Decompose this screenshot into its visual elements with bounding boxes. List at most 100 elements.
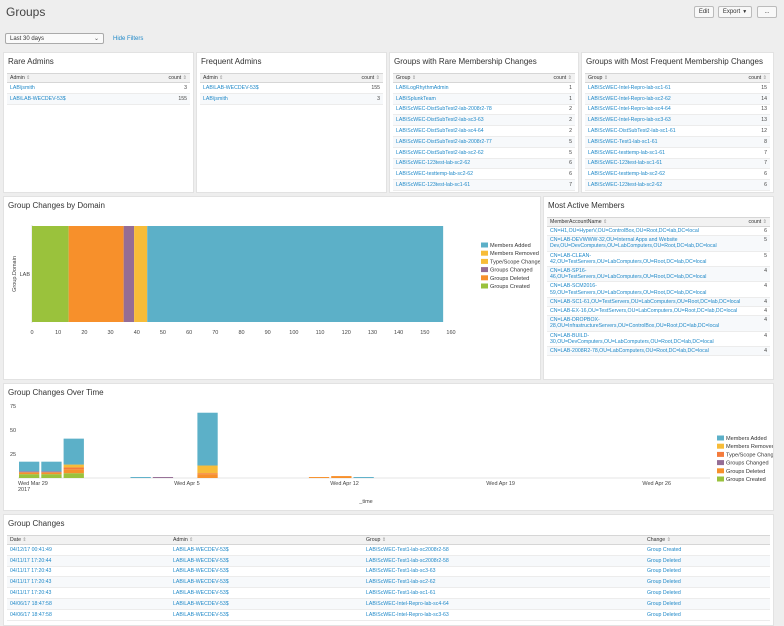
column-header-admin[interactable]: Admin ⇕ — [170, 535, 363, 545]
cell-group[interactable]: LAB\ScWEC-testtemp-lab-sc2-62 — [393, 168, 539, 181]
table-row[interactable]: LAB\ScWEC-DistSubTest2-lab-sc3-63 2 — [393, 114, 575, 127]
cell-change[interactable]: Group Deleted — [644, 598, 770, 610]
cell-group[interactable]: LAB\ScWEC-Intel-Repro-lab-sc3-63 — [363, 609, 644, 621]
cell-admin[interactable]: LAB\LAB-WECDEV-53$ — [170, 609, 363, 621]
cell-member[interactable]: CN=LAB-SP16-46,OU=TestServers,OU=LabComp… — [547, 266, 744, 283]
column-header-count[interactable]: count ⇕ — [333, 73, 383, 83]
cell-group[interactable]: LAB\ScWEC-123test-lab-sc2-62 — [585, 179, 734, 191]
table-row[interactable]: 04/11/17 17:20:44 LAB\LAB-WECDEV-53$ LAB\S… — [7, 555, 770, 567]
cell-group[interactable]: LAB\ScWEC-Intel-Repro-lab-sc3-63 — [585, 114, 734, 127]
cell-change[interactable]: Group Deleted — [644, 609, 770, 621]
column-header-group[interactable]: Group ⇕ — [585, 73, 734, 83]
table-row[interactable]: 04/11/17 17:20:43 LAB\LAB-WECDEV-53$ LAB\S… — [7, 576, 770, 589]
cell-group[interactable]: LAB\ScWEC-123test-lab-sc1-61 — [585, 158, 734, 170]
column-header-group[interactable]: Group ⇕ — [363, 535, 644, 545]
cell-date[interactable]: 04/11/17 17:20:44 — [7, 555, 170, 567]
table-row[interactable]: LAB\ScWEC-Test1-lab-sc1-61 8 — [585, 136, 770, 148]
table-row[interactable]: LAB\ScWEC-testtemp-lab-sc2-62 6 — [585, 168, 770, 181]
column-header-count[interactable]: count ⇕ — [744, 217, 770, 227]
cell-member[interactable]: CN=LAB-2008R2-78,OU=LabComputers,OU=Root… — [547, 346, 744, 357]
table-row[interactable]: LAB\ScWEC-DistSubTest2-lab-sc2-62 5 — [393, 147, 575, 159]
table-row[interactable]: 04/11/17 17:20:43 LAB\LAB-WECDEV-53$ LAB\S… — [7, 587, 770, 599]
cell-group[interactable]: LAB\ScWEC-Test1-lab-sc1-61 — [363, 587, 644, 599]
column-header-group[interactable]: Group ⇕ — [393, 73, 539, 83]
cell-group[interactable]: LAB\ScWEC-Test1-lab-sc2008r2-58 — [363, 544, 644, 556]
table-row[interactable]: CN=LAB-2008R2-78,OU=LabComputers,OU=Root… — [547, 346, 770, 357]
cell-member[interactable]: CN=LAB-DROPBOX-28,OU=InfrastructureServe… — [547, 315, 744, 332]
cell-group[interactable]: LAB\ScWEC-testtemp-lab-sc2-62 — [585, 168, 734, 181]
cell-change[interactable]: Group Deleted — [644, 555, 770, 567]
table-row[interactable]: LAB\LAB-WECDEV-53$ 155 — [7, 93, 190, 105]
table-row[interactable]: LAB\ScWEC-123test-lab-sc2-62 6 — [393, 158, 575, 170]
cell-member[interactable]: CN=LAB-SC1-61,OU=TestServers,OU=LabCompu… — [547, 297, 744, 308]
cell-member[interactable]: CN=LAB-EX-16,OU=TestServers,OU=LabComput… — [547, 306, 744, 317]
table-row[interactable]: LAB\ScWEC-123test-lab-sc2-62 6 — [585, 179, 770, 191]
column-header-admin[interactable]: Admin ⇕ — [7, 73, 140, 83]
cell-change[interactable]: Group Deleted — [644, 576, 770, 589]
table-row[interactable]: CN=LAB-BUILD-30,OU=DevComputers,OU=LabCo… — [547, 331, 770, 348]
table-row[interactable]: CN=LAB-EX-16,OU=TestServers,OU=LabComput… — [547, 306, 770, 317]
hide-filters-link[interactable]: Hide Filters — [113, 36, 144, 42]
cell-member[interactable]: CN=LAB-DEVWWW-32,OU=Internal Apps and We… — [547, 235, 744, 252]
cell-group[interactable]: LAB\ScWEC-DistSubTest2-lab-2008r2-77 — [393, 136, 539, 148]
cell-member[interactable]: CN=LAB-CLEAN-42,OU=TestServers,OU=LabCom… — [547, 251, 744, 268]
table-row[interactable]: LAB\ScWEC-Intel-Repro-lab-sc3-63 13 — [585, 114, 770, 127]
table-row[interactable]: LAB\LogRhythmAdmin 1 — [393, 82, 575, 94]
cell-admin[interactable]: LAB\LAB-WECDEV-53$ — [200, 82, 333, 94]
cell-change[interactable]: Group Deleted — [644, 587, 770, 599]
column-header-member[interactable]: MemberAccountName ⇕ — [547, 217, 744, 227]
cell-member[interactable]: CN=LAB-BUILD-30,OU=DevComputers,OU=LabCo… — [547, 331, 744, 348]
cell-group[interactable]: LAB\ScWEC-Intel-Repro-lab-sc4-64 — [585, 104, 734, 116]
cell-group[interactable]: LAB\ScWEC-DistSubTest2-lab-sc3-63 — [393, 114, 539, 127]
cell-date[interactable]: 04/11/17 17:20:43 — [7, 566, 170, 578]
table-row[interactable]: LAB\ScWEC-Intel-Repro-lab-sc1-61 15 — [585, 82, 770, 94]
export-button[interactable]: Export ▼ — [718, 6, 752, 18]
edit-button[interactable]: Edit — [694, 6, 714, 18]
table-row[interactable]: CN=H1,OU=HyperV,OU=ControlBox,OU=Root,DC… — [547, 226, 770, 237]
cell-group[interactable]: LAB\ScWEC-Test1-lab-sc1-61 — [585, 136, 734, 148]
table-row[interactable]: LAB\ScWEC-DistSubTest2-lab-2008r2-78 2 — [393, 104, 575, 116]
cell-group[interactable]: LAB\ScWEC-DistSubTest2-lab-2008r2-78 — [393, 104, 539, 116]
table-row[interactable]: CN=LAB-SC1-61,OU=TestServers,OU=LabCompu… — [547, 297, 770, 308]
column-header-count[interactable]: count ⇕ — [140, 73, 190, 83]
time-range-picker[interactable]: Last 30 days ⌄ — [5, 33, 104, 44]
cell-group[interactable]: LAB\ScWEC-123test-lab-sc1-61 — [393, 179, 539, 191]
table-row[interactable]: 04/06/17 18:47:58 LAB\LAB-WECDEV-53$ LAB\S… — [7, 609, 770, 621]
cell-group[interactable]: LAB\ScWEC-Test1-lab-sc2-62 — [363, 576, 644, 589]
table-row[interactable]: 04/12/17 00:41:49 LAB\LAB-WECDEV-53$ LAB\S… — [7, 544, 770, 556]
table-row[interactable]: CN=LAB-CLEAN-42,OU=TestServers,OU=LabCom… — [547, 251, 770, 268]
cell-date[interactable]: 04/12/17 00:41:49 — [7, 544, 170, 556]
table-row[interactable]: LAB\ScWEC-testtemp-lab-sc2-62 6 — [393, 168, 575, 181]
cell-group[interactable]: LAB\ScWEC-DistSubTest2-lab-sc1-61 — [585, 125, 734, 137]
cell-group[interactable]: LAB\ScWEC-Test1-lab-sc3-63 — [363, 566, 644, 578]
table-row[interactable]: CN=LAB-SP16-46,OU=TestServers,OU=LabComp… — [547, 266, 770, 283]
cell-change[interactable]: Group Deleted — [644, 566, 770, 578]
cell-group[interactable]: LAB\LogRhythmAdmin — [393, 82, 539, 94]
cell-group[interactable]: LAB\ScWEC-testtemp-lab-sc1-61 — [585, 147, 734, 159]
cell-group[interactable]: LAB\SplunkTeam — [393, 93, 539, 105]
table-row[interactable]: LAB\ScWEC-DistSubTest2-lab-sc1-61 12 — [585, 125, 770, 137]
cell-admin[interactable]: LAB\LAB-WECDEV-53$ — [170, 555, 363, 567]
table-row[interactable]: LAB\LAB-WECDEV-53$ 155 — [200, 82, 383, 94]
cell-admin[interactable]: LAB\LAB-WECDEV-53$ — [7, 93, 140, 105]
cell-member[interactable]: CN=H1,OU=HyperV,OU=ControlBox,OU=Root,DC… — [547, 226, 744, 237]
table-row[interactable]: LAB\ScWEC-testtemp-lab-sc1-61 7 — [585, 147, 770, 159]
table-row[interactable]: 04/11/17 17:20:43 LAB\LAB-WECDEV-53$ LAB\S… — [7, 566, 770, 578]
cell-admin[interactable]: LAB\LAB-WECDEV-53$ — [170, 566, 363, 578]
table-row[interactable]: LAB\ScWEC-Intel-Repro-lab-sc4-64 13 — [585, 104, 770, 116]
cell-group[interactable]: LAB\ScWEC-DistSubTest2-lab-sc2-62 — [393, 147, 539, 159]
cell-admin[interactable]: LAB\jsmith — [7, 82, 140, 94]
cell-group[interactable]: LAB\ScWEC-Intel-Repro-lab-sc1-61 — [585, 82, 734, 94]
table-row[interactable]: LAB\jsmith 3 — [7, 82, 190, 94]
cell-group[interactable]: LAB\ScWEC-Intel-Repro-lab-sc4-64 — [363, 598, 644, 610]
table-row[interactable]: LAB\ScWEC-DistSubTest2-lab-2008r2-77 5 — [393, 136, 575, 148]
cell-member[interactable]: CN=LAB-SCM2016-59,OU=TestServers,OU=LabC… — [547, 281, 744, 298]
cell-date[interactable]: 04/06/17 18:47:58 — [7, 598, 170, 610]
cell-date[interactable]: 04/11/17 17:20:43 — [7, 587, 170, 599]
cell-change[interactable]: Group Created — [644, 544, 770, 556]
table-row[interactable]: LAB\ScWEC-DistSubTest2-lab-sc4-64 2 — [393, 125, 575, 137]
cell-admin[interactable]: LAB\LAB-WECDEV-53$ — [170, 576, 363, 589]
cell-admin[interactable]: LAB\LAB-WECDEV-53$ — [170, 587, 363, 599]
table-row[interactable]: 04/06/17 18:47:58 LAB\LAB-WECDEV-53$ LAB\S… — [7, 598, 770, 610]
table-row[interactable]: LAB\ScWEC-Intel-Repro-lab-sc2-62 14 — [585, 93, 770, 105]
